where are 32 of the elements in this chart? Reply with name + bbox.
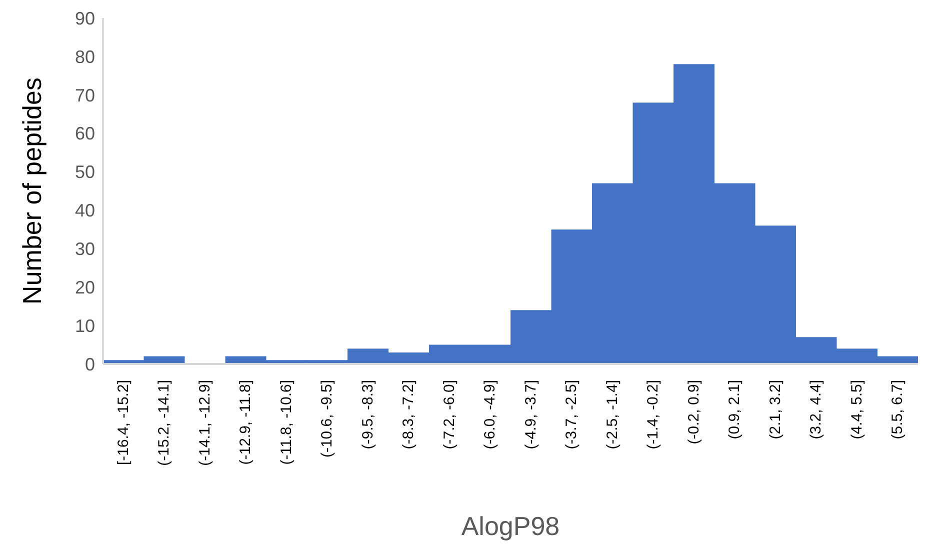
x-tick-label: (-10.6, -9.5] bbox=[318, 380, 336, 458]
x-tick-label: (0.9, 2.1] bbox=[726, 380, 744, 440]
x-tick-label: (-7.2, -6.0] bbox=[440, 380, 458, 450]
x-tick-label: (-6.0, -4.9] bbox=[482, 380, 499, 450]
x-tick-label: (-0.2, 0.9] bbox=[685, 380, 702, 444]
y-tick-label: 60 bbox=[74, 124, 95, 144]
x-axis-title: AlogP98 bbox=[461, 511, 560, 541]
x-tick-label: (2.1, 3.2] bbox=[766, 380, 784, 440]
x-tick-label: (-1.4, -0.2] bbox=[644, 380, 662, 450]
x-tick-label: (-12.9, -11.8] bbox=[237, 380, 254, 465]
x-tick-label: (-4.9, -3.7] bbox=[522, 380, 540, 450]
x-tick-label: (-3.7, -2.5] bbox=[563, 380, 580, 450]
y-tick-label: 0 bbox=[84, 354, 95, 374]
x-tick-label: (-15.2, -14.1] bbox=[156, 380, 173, 466]
y-tick-label: 50 bbox=[74, 162, 95, 182]
x-tick-label: (-8.3, -7.2] bbox=[400, 380, 418, 450]
x-tick-label: (3.2, 4.4] bbox=[808, 380, 825, 440]
x-tick-label: (-2.5, -1.4] bbox=[604, 380, 621, 450]
x-tick-label: (-9.5, -8.3] bbox=[359, 380, 376, 450]
y-tick-label: 30 bbox=[74, 239, 95, 260]
y-axis-title: Number of peptides bbox=[17, 78, 47, 304]
y-tick-label: 90 bbox=[74, 8, 95, 28]
y-tick-label: 80 bbox=[74, 46, 95, 67]
y-tick-label: 70 bbox=[74, 85, 95, 106]
x-tick-label: (4.4, 5.5] bbox=[848, 380, 866, 440]
x-tick-label: [-16.4, -15.2] bbox=[114, 380, 132, 466]
y-tick-label: 20 bbox=[74, 278, 95, 298]
y-tick-label: 40 bbox=[74, 200, 95, 221]
y-tick-label: 10 bbox=[74, 316, 95, 336]
x-tick-label: (-14.1, -12.9] bbox=[196, 380, 214, 466]
x-tick-label: (-11.8, -10.6] bbox=[278, 380, 295, 465]
x-tick-label: (5.5, 6.7] bbox=[889, 380, 906, 440]
